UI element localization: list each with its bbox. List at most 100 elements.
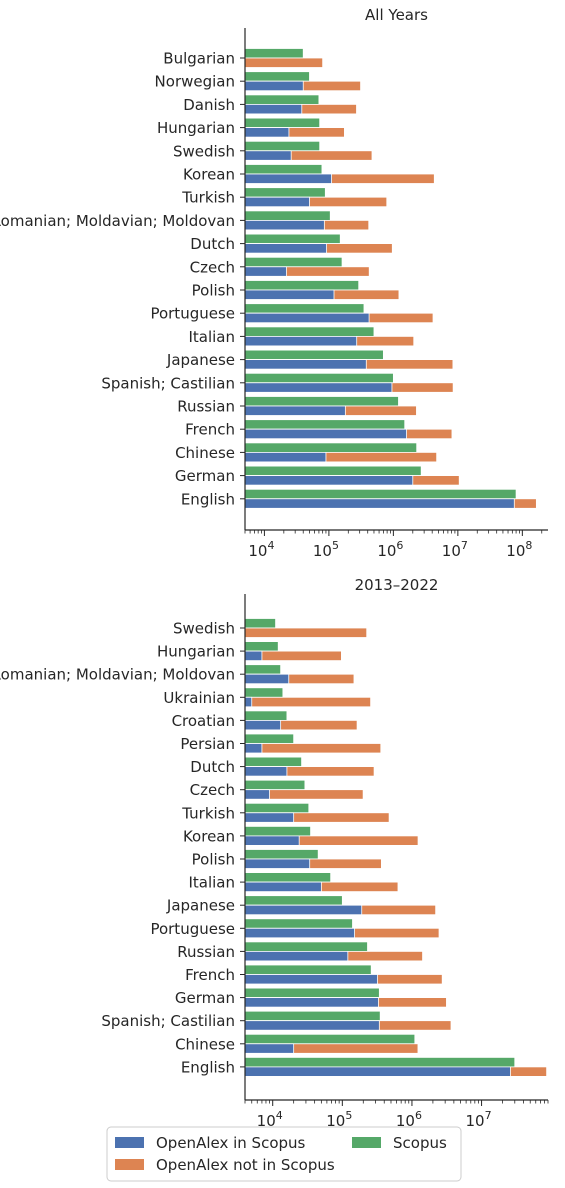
chart-title: 2013–2022 (355, 576, 439, 594)
category-label: Bulgarian (163, 50, 235, 68)
chart-title: All Years (365, 6, 428, 24)
category-label: English (181, 1058, 235, 1076)
legend-swatch (115, 1137, 144, 1148)
x-tick-exponent: 6 (415, 1109, 422, 1122)
bar-scopus (244, 280, 360, 291)
category-label: Hungarian (157, 643, 235, 661)
bar-openalex-in-scopus (244, 104, 303, 115)
bar-openalex-in-scopus (244, 858, 311, 869)
bar-openalex-in-scopus (244, 696, 253, 708)
bar-scopus (244, 256, 343, 268)
category-label: English (181, 490, 235, 508)
x-tick-label: 106 (396, 1109, 422, 1130)
legend-swatch (352, 1137, 381, 1148)
bar-openalex-not-in-scopus (244, 627, 368, 638)
category-label: Turkish (181, 189, 235, 207)
x-tick-label: 108 (506, 539, 532, 560)
chart-panel-2: 2013–2022 Swedish Hungarian Romanian; Molda… (0, 576, 549, 1130)
category-label: French (185, 421, 235, 439)
category-label: Portuguese (150, 920, 235, 938)
bar-openalex-in-scopus (244, 475, 414, 486)
category-label: Polish (192, 851, 235, 869)
x-tick-label: 105 (326, 1109, 352, 1130)
x-tick-label: 107 (442, 539, 468, 560)
bar-openalex-in-scopus (244, 173, 332, 184)
category-label: Hungarian (157, 119, 235, 137)
category-label: Turkish (181, 804, 235, 822)
category-label: Danish (183, 96, 235, 114)
bar-scopus (244, 802, 310, 814)
bar-openalex-in-scopus (244, 743, 263, 754)
x-tick-base: 10 (257, 1112, 276, 1130)
category-label: Polish (192, 282, 235, 300)
bar-openalex-in-scopus (244, 382, 393, 393)
x-tick-exponent: 8 (525, 539, 532, 552)
x-tick-base: 10 (248, 542, 267, 560)
bar-scopus (244, 641, 279, 652)
category-label: French (185, 966, 235, 984)
bar-openalex-in-scopus (244, 335, 358, 347)
category-label: Japanese (166, 351, 235, 369)
x-tick-label: 104 (248, 539, 274, 560)
bar-openalex-not-in-scopus (244, 743, 382, 754)
bar-scopus (244, 733, 295, 744)
bar-scopus (244, 779, 306, 791)
bar-openalex-in-scopus (244, 1043, 295, 1054)
category-label: Romanian; Moldavian; Moldovan (0, 212, 235, 230)
bar-openalex-not-in-scopus (244, 696, 372, 708)
bar-openalex-in-scopus (244, 951, 349, 962)
x-tick-label: 104 (257, 1109, 283, 1130)
x-tick-exponent: 5 (332, 539, 339, 552)
category-label: Italian (188, 874, 235, 892)
x-tick-base: 10 (396, 1112, 415, 1130)
x-tick-exponent: 7 (461, 539, 468, 552)
bar-scopus (244, 872, 332, 883)
bar-openalex-in-scopus (244, 835, 300, 846)
category-label: Romanian; Moldavian; Moldovan (0, 666, 235, 684)
bar-openalex-in-scopus (244, 812, 295, 823)
category-label: Swedish (173, 620, 235, 638)
bar-scopus (244, 140, 321, 152)
bar-openalex-in-scopus (244, 289, 335, 300)
category-label: Chinese (175, 444, 235, 462)
bar-openalex-in-scopus (244, 498, 515, 509)
bar-scopus (244, 488, 517, 500)
x-tick-exponent: 4 (276, 1109, 283, 1122)
bar-scopus (244, 164, 323, 175)
legend-label: OpenAlex in Scopus (156, 1134, 306, 1152)
bar-scopus (244, 710, 288, 721)
category-label: Czech (190, 258, 235, 276)
bar-openalex-in-scopus (244, 150, 292, 161)
bar-scopus (244, 826, 311, 837)
bar-openalex-in-scopus (244, 974, 378, 985)
x-tick-label: 105 (313, 539, 339, 560)
bar-scopus (244, 419, 406, 430)
bar-scopus (244, 687, 284, 698)
bar-scopus (244, 117, 321, 128)
category-label: Russian (177, 943, 235, 961)
x-tick-label: 107 (466, 1109, 492, 1130)
category-label: Croatian (172, 712, 235, 730)
x-tick-base: 10 (326, 1112, 345, 1130)
category-label: Swedish (173, 142, 235, 160)
category-label: German (175, 989, 235, 1007)
bar-scopus (244, 94, 320, 105)
bar-scopus (244, 372, 394, 384)
x-tick-exponent: 4 (267, 539, 274, 552)
bar-openalex-in-scopus (244, 997, 379, 1008)
category-label: Japanese (166, 897, 235, 915)
bar-scopus (244, 664, 282, 675)
x-tick-exponent: 5 (345, 1109, 352, 1122)
bar-openalex-in-scopus (244, 127, 290, 138)
category-label: Korean (183, 166, 235, 184)
legend-label: Scopus (393, 1134, 447, 1152)
bar-scopus (244, 1033, 416, 1045)
category-label: Spanish; Castilian (101, 1012, 235, 1030)
bar-scopus (244, 1057, 516, 1068)
category-label: Czech (190, 781, 235, 799)
bar-scopus (244, 895, 343, 906)
bar-scopus (244, 233, 341, 245)
category-label: German (175, 467, 235, 485)
bar-openalex-in-scopus (244, 650, 263, 661)
